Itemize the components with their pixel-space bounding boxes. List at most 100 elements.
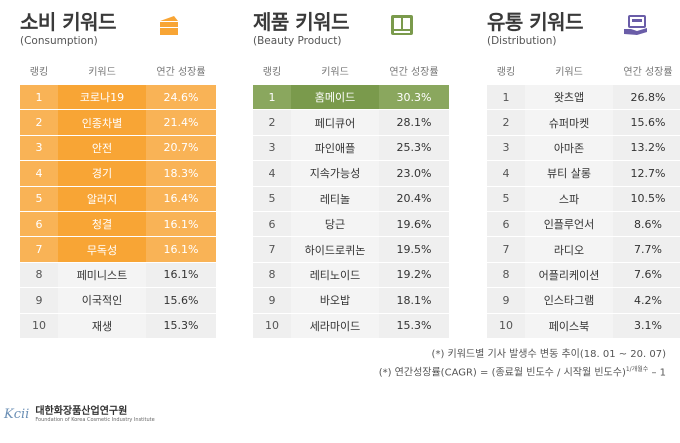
rate-cell: 20.4%	[379, 186, 449, 211]
table-row: 7 라디오 7.7%	[487, 236, 680, 262]
keyword-cell: 세라마이드	[291, 313, 379, 338]
rate-cell: 26.8%	[613, 85, 680, 110]
panel-subtitle: (Beauty Product)	[253, 35, 342, 47]
rank-cell: 3	[487, 135, 525, 161]
panel-subtitle: (Consumption)	[20, 35, 98, 47]
table-row: 8 어플리케이션 7.6%	[487, 261, 680, 288]
rank-cell: 9	[253, 288, 291, 313]
footnote-cagr-formula: (*) 연간성장률(CAGR) = (종료월 빈도수 / 시작월 빈도수)	[378, 367, 626, 379]
rate-cell: 16.1%	[146, 211, 216, 237]
table-body: 1 홈메이드 30.3% 2 페디큐어 28.1% 3 파인애플 25.3% 4 지속가능성 2…	[253, 84, 449, 338]
rank-cell: 8	[487, 262, 525, 288]
header-rate: 연간 성장률	[389, 66, 439, 78]
keyword-cell: 레티놀	[291, 186, 379, 211]
rate-cell: 15.6%	[613, 110, 680, 135]
rank-cell: 6	[20, 211, 58, 237]
keyword-cell: 페미니스트	[58, 262, 146, 288]
panel-subtitle: (Distribution)	[487, 35, 557, 47]
rate-cell: 12.7%	[613, 161, 680, 186]
rate-cell: 18.1%	[379, 288, 449, 313]
table-row: 6 당근 19.6%	[253, 210, 449, 237]
keyword-cell: 뷰티 살롱	[525, 161, 613, 186]
footer: Kcii 대한화장품산업연구원 Foundation of Korea Cosm…	[4, 404, 155, 424]
rank-cell: 2	[487, 110, 525, 135]
keyword-cell: 슈퍼마켓	[525, 110, 613, 135]
table-row: 8 레티노이드 19.2%	[253, 261, 449, 288]
panel-title: 제품 키워드	[253, 10, 349, 34]
table-row: 6 청결 16.1%	[20, 210, 216, 237]
panel-title: 유통 키워드	[487, 10, 583, 34]
footnote-cagr-exponent: 1/개월수	[625, 366, 649, 373]
header-keyword: 키워드	[321, 66, 349, 78]
table-row: 9 인스타그램 4.2%	[487, 287, 680, 313]
rank-cell: 8	[20, 262, 58, 288]
rate-cell: 19.5%	[379, 237, 449, 262]
rank-cell: 4	[253, 161, 291, 186]
footnote-cagr-end: – 1	[648, 367, 666, 379]
rank-cell: 8	[253, 262, 291, 288]
table-row: 5 스파 10.5%	[487, 185, 680, 211]
keyword-cell: 바오밥	[291, 288, 379, 313]
product-box-icon	[391, 15, 413, 35]
keyword-cell: 재생	[58, 313, 146, 338]
rate-cell: 3.1%	[613, 313, 680, 338]
keyword-cell: 무독성	[58, 237, 146, 262]
rank-cell: 1	[20, 85, 58, 110]
header-rate: 연간 성장률	[156, 66, 206, 78]
rank-cell: 7	[20, 237, 58, 262]
keyword-cell: 페이스북	[525, 313, 613, 338]
rate-cell: 24.6%	[146, 85, 216, 110]
keyword-cell: 이국적인	[58, 288, 146, 313]
table-header: 랭킹 키워드 연간 성장률	[487, 60, 680, 80]
header-keyword: 키워드	[555, 66, 583, 78]
table-header: 랭킹 키워드 연간 성장률	[253, 60, 449, 80]
panel-title: 소비 키워드	[20, 10, 116, 34]
table-header: 랭킹 키워드 연간 성장률	[20, 60, 216, 80]
keyword-cell: 어플리케이션	[525, 262, 613, 288]
header-rank: 랭킹	[29, 66, 49, 78]
keyword-cell: 아마존	[525, 135, 613, 161]
table-row: 10 페이스북 3.1%	[487, 312, 680, 338]
rank-cell: 4	[20, 161, 58, 186]
rank-cell: 1	[487, 85, 525, 110]
rate-cell: 16.4%	[146, 186, 216, 211]
delivery-hand-icon	[624, 15, 647, 35]
table-row: 1 홈메이드 30.3%	[253, 84, 449, 110]
keyword-cell: 파인애플	[291, 135, 379, 161]
table-row: 7 무독성 16.1%	[20, 236, 216, 262]
table-row: 2 슈퍼마켓 15.6%	[487, 109, 680, 135]
rank-cell: 7	[487, 237, 525, 262]
rate-cell: 20.7%	[146, 135, 216, 161]
panel-title-block: 제품 키워드 (Beauty Product)	[253, 10, 449, 52]
keyword-cell: 레티노이드	[291, 262, 379, 288]
table-row: 2 인종차별 21.4%	[20, 109, 216, 135]
table-row: 5 레티놀 20.4%	[253, 185, 449, 211]
rate-cell: 16.1%	[146, 262, 216, 288]
keyword-cell: 지속가능성	[291, 161, 379, 186]
rank-cell: 10	[253, 313, 291, 338]
table-body: 1 왓츠앱 26.8% 2 슈퍼마켓 15.6% 3 아마존 13.2% 4 뷰티 살롱 12.…	[487, 84, 680, 338]
rank-cell: 5	[253, 186, 291, 211]
header-rank: 랭킹	[262, 66, 282, 78]
keyword-cell: 알러지	[58, 186, 146, 211]
rank-cell: 2	[20, 110, 58, 135]
rate-cell: 25.3%	[379, 135, 449, 161]
rate-cell: 30.3%	[379, 85, 449, 110]
keyword-cell: 페디큐어	[291, 110, 379, 135]
rank-cell: 4	[487, 161, 525, 186]
table-row: 4 경기 18.3%	[20, 160, 216, 186]
panel-title-block: 소비 키워드 (Consumption)	[20, 10, 216, 52]
rank-cell: 10	[487, 313, 525, 338]
rate-cell: 19.6%	[379, 211, 449, 237]
keyword-cell: 당근	[291, 211, 379, 237]
table-row: 9 이국적인 15.6%	[20, 287, 216, 313]
table-row: 8 페미니스트 16.1%	[20, 261, 216, 288]
panel-consumption: 소비 키워드 (Consumption) 랭킹 키워드 연간 성장률 1 코로나1…	[20, 10, 216, 338]
rate-cell: 7.7%	[613, 237, 680, 262]
rank-cell: 10	[20, 313, 58, 338]
rate-cell: 7.6%	[613, 262, 680, 288]
header-rank: 랭킹	[496, 66, 516, 78]
table-row: 3 안전 20.7%	[20, 134, 216, 161]
rate-cell: 23.0%	[379, 161, 449, 186]
